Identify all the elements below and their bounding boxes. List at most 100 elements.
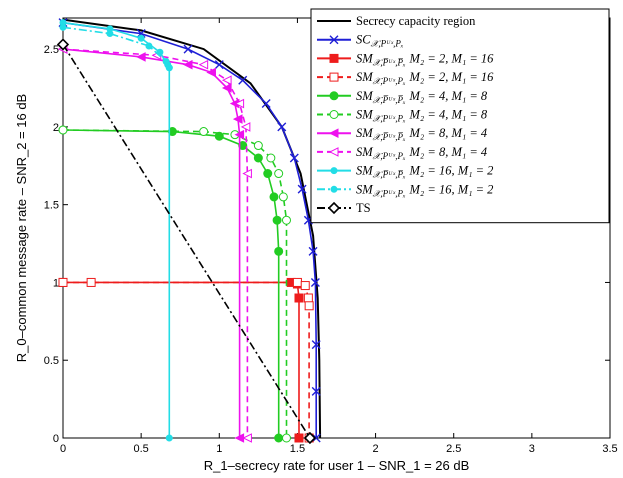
- legend-entry: SM𝒳,Pᵁˣ,Pₓ M₂ = 2, M₁ = 16: [317, 70, 494, 86]
- data-point: [269, 192, 279, 202]
- data-point: [329, 53, 339, 63]
- data-point: [253, 153, 263, 163]
- legend-label: SM𝒳,P̅ᵁˣ,P̅ₓ M₂ = 8, M₁ = 4: [356, 126, 487, 142]
- data-point: [182, 59, 193, 70]
- data-point: [303, 431, 317, 445]
- data-point: [310, 277, 320, 287]
- data-point: [297, 184, 307, 194]
- data-point: [281, 433, 291, 443]
- data-point: [303, 293, 313, 303]
- y-tick-label: 2: [53, 122, 59, 134]
- legend-label: Secrecy capacity region: [356, 14, 476, 28]
- data-point: [221, 83, 232, 93]
- x-tick-label: 3: [529, 443, 535, 455]
- series-9: [59, 23, 173, 72]
- legend-entry: SM𝒳,P̅ᵁˣ,P̅ₓ M₂ = 2, M₁ = 16: [317, 51, 494, 67]
- legend-entry: SM𝒳,Pᵁˣ,Pₓ M₂ = 16, M₁ = 2: [317, 182, 493, 198]
- data-point: [238, 75, 248, 85]
- data-point: [198, 59, 209, 70]
- data-point: [272, 215, 282, 225]
- x-tick-label: 2.5: [446, 443, 461, 455]
- legend-label: SM𝒳,Pᵁˣ,Pₓ M₂ = 16, M₁ = 2: [356, 182, 493, 198]
- data-point: [292, 277, 302, 287]
- x-tick-label: 1: [216, 443, 222, 455]
- data-point: [294, 433, 304, 443]
- legend-label: SM𝒳,P̅ᵁˣ,P̅ₓ M₂ = 4, M₁ = 8: [356, 89, 488, 105]
- data-point: [234, 129, 245, 140]
- data-point: [308, 246, 318, 256]
- data-point: [274, 169, 284, 179]
- data-point: [59, 23, 67, 31]
- y-tick-label: 0.5: [44, 355, 59, 367]
- axis-ticks: 0 0.5 1 1.5 2 2.5 3 3.5 0 0.5 1 1.5 2 2.5: [44, 18, 618, 455]
- legend-entry: SM𝒳,Pᵁˣ,Pₓ M₂ = 8, M₁ = 4: [317, 145, 487, 161]
- data-point: [263, 169, 273, 179]
- data-point: [86, 277, 96, 287]
- data-point: [165, 434, 173, 442]
- data-point: [162, 58, 170, 66]
- x-tick-label: 0: [60, 443, 66, 455]
- legend-entry: SM𝒳,P̅ᵁˣ,P̅ₓ M₂ = 4, M₁ = 8: [317, 89, 488, 105]
- y-tick-label: 1.5: [44, 200, 59, 212]
- series-line: [62, 129, 280, 438]
- data-point: [232, 114, 243, 124]
- legend-label: SM𝒳,Pᵁˣ,Pₓ M₂ = 4, M₁ = 8: [356, 108, 488, 124]
- data-point: [277, 122, 287, 132]
- data-point: [221, 75, 232, 86]
- legend-entry: SM𝒳,P̅ᵁˣ,P̅ₓ M₂ = 16, M₁ = 2: [317, 164, 493, 180]
- legend-entry: TS: [317, 201, 371, 215]
- data-point: [278, 192, 288, 202]
- data-point: [165, 64, 173, 72]
- data-point: [199, 127, 209, 137]
- data-point: [183, 44, 193, 54]
- x-tick-label: 0.5: [133, 443, 148, 455]
- data-point: [328, 128, 339, 139]
- legend-label: SM𝒳,Pᵁˣ,Pₓ M₂ = 8, M₁ = 4: [356, 145, 487, 161]
- data-point: [300, 281, 310, 291]
- data-point: [240, 122, 251, 132]
- legend-entry: SC𝒳,Pᵁˣ,Pₓ: [317, 33, 404, 49]
- x-axis-label: R_1–secrecy rate for user 1 – SNR_1 = 26…: [204, 458, 470, 473]
- data-point: [289, 153, 299, 163]
- x-tick-label: 1.5: [290, 443, 305, 455]
- y-tick-label: 2.5: [44, 44, 59, 56]
- data-point: [242, 168, 252, 179]
- data-point: [238, 141, 248, 151]
- data-point: [242, 433, 252, 443]
- data-point: [137, 34, 145, 42]
- data-point: [329, 72, 339, 82]
- legend-entry: SM𝒳,Pᵁˣ,Pₓ M₂ = 4, M₁ = 8: [317, 108, 488, 124]
- legend-entry: Secrecy capacity region: [317, 14, 476, 28]
- data-point: [311, 386, 321, 396]
- data-point: [106, 30, 114, 38]
- data-point: [330, 167, 338, 175]
- data-point: [56, 38, 70, 51]
- data-point: [329, 110, 339, 119]
- data-point: [330, 185, 338, 193]
- legend-label: SM𝒳,P̅ᵁˣ,P̅ₓ M₂ = 2, M₁ = 16: [356, 51, 494, 67]
- data-point: [214, 60, 224, 70]
- data-point: [234, 98, 245, 109]
- series-line: [62, 43, 311, 439]
- legend-label: SC𝒳,Pᵁˣ,Pₓ: [356, 33, 404, 49]
- legend-box: [310, 8, 610, 224]
- data-point: [274, 246, 284, 256]
- data-point: [327, 201, 341, 215]
- data-point: [329, 35, 339, 45]
- data-point: [253, 141, 263, 151]
- series-10: [56, 38, 317, 445]
- data-point: [304, 301, 314, 311]
- data-point: [214, 131, 224, 141]
- legend-label: SM𝒳,Pᵁˣ,Pₓ M₂ = 2, M₁ = 16: [356, 70, 494, 86]
- data-point: [329, 91, 339, 101]
- y-tick-label: 1: [53, 277, 59, 289]
- x-tick-label: 3.5: [602, 443, 617, 455]
- y-axis-label: R_0–common message rate – SNR_2 = 16 dB: [14, 94, 29, 362]
- data-point: [274, 433, 284, 443]
- data-point: [311, 340, 321, 350]
- series-5: [58, 125, 291, 443]
- data-point: [58, 277, 68, 287]
- data-point: [266, 153, 276, 163]
- data-point: [58, 125, 68, 135]
